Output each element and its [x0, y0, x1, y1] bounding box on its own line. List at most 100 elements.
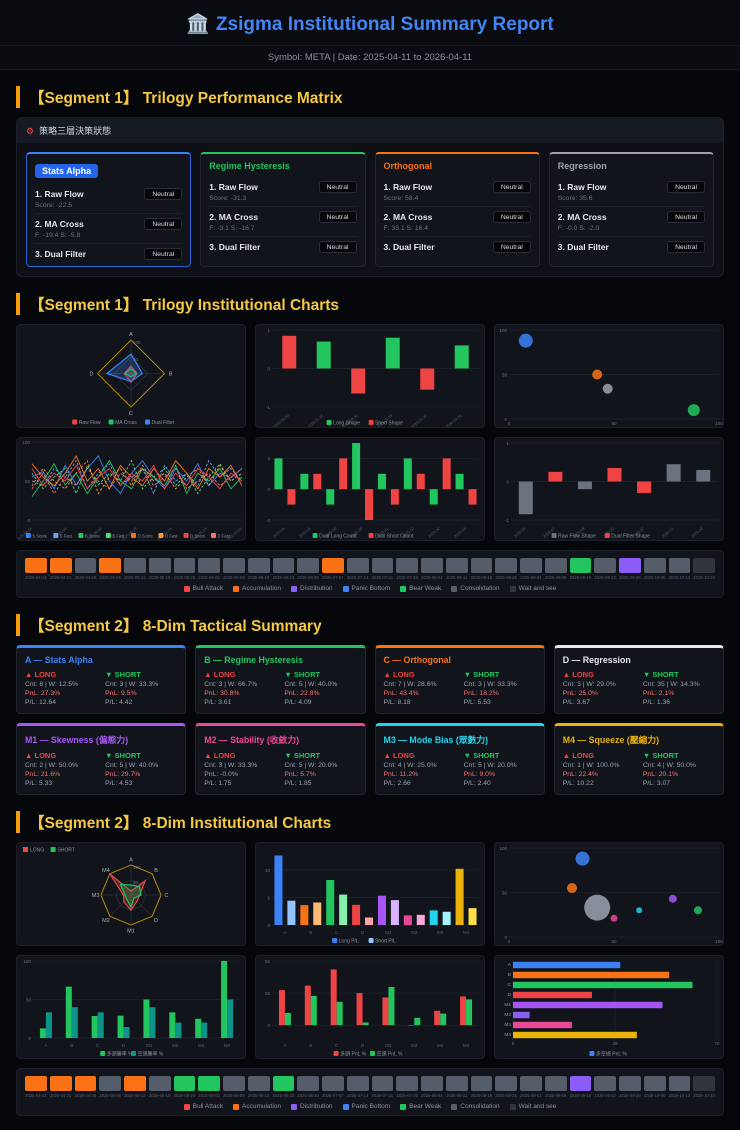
svg-text:Raw Flow Shape: Raw Flow Shape — [558, 533, 596, 539]
regime-cell-date: 2025-06-02 — [198, 1093, 220, 1098]
regime-cell-box — [124, 558, 146, 573]
chart-dim-pl-bars: 0 5 10 A B C D M1 M2 M3 M4 Long P/L Short P/L — [255, 842, 485, 946]
svg-text:M1: M1 — [127, 928, 135, 934]
svg-text:0: 0 — [267, 487, 270, 492]
pnl-value: PnL: 18.2% — [463, 690, 499, 697]
svg-text:2: 2 — [267, 456, 270, 461]
svg-text:35: 35 — [612, 1041, 618, 1046]
pl-ratio: P/L: 4.53 — [105, 780, 133, 787]
count-winrate: Cnt: 4 | W: 50.0% — [642, 762, 696, 769]
regime-cell-date: 2025-07-14 — [346, 1093, 369, 1098]
svg-text:Dual Long Count: Dual Long Count — [319, 533, 357, 539]
heatstrip-cell: 2025-05-26 — [173, 558, 196, 580]
count-winrate: Cnt: 3 | W: 33.3% — [105, 681, 159, 688]
regime-cell-box — [198, 558, 220, 573]
regime-cell-box — [520, 558, 542, 573]
svg-text:多空總 PnL %: 多空總 PnL % — [596, 1050, 627, 1057]
pl-ratio: P/L: 3.61 — [204, 699, 232, 706]
svg-text:A: A — [129, 858, 133, 864]
heatstrip-cells: 2025-04-14 2025-04-21 2025-04-28 2025-05-05… — [25, 558, 715, 580]
count-winrate: Cnt: 5 | W: 40.0% — [284, 681, 338, 688]
svg-text:C: C — [96, 1043, 100, 1048]
pnl-value: PnL: 21.6% — [25, 771, 61, 778]
heatstrip-cell: 2025-06-23 — [272, 1076, 295, 1098]
svg-text:Dual Filter: Dual Filter — [152, 420, 175, 426]
heatstrip-cell: 2025-07-14 — [346, 1076, 369, 1098]
svg-text:B: B — [309, 1043, 312, 1048]
heatstrip-cell: 2025-09-22 — [594, 1076, 616, 1098]
long-label: ▲ LONG — [383, 670, 415, 679]
regime-cell-box — [693, 558, 715, 573]
layer-label: 3. Dual Filter — [35, 249, 87, 259]
svg-text:Short Shape: Short Shape — [375, 420, 403, 426]
heatstrip-cell: 2025-04-21 — [49, 1076, 72, 1098]
heatstrip-cell: 2025-06-30 — [297, 1076, 319, 1098]
tactical-card-7: M3 — Mode Bias (眾數力) ▲ LONG Cnt: 4 | W: 25… — [374, 723, 545, 795]
regime-cell-box — [371, 1076, 394, 1091]
svg-text:2026-02: 2026-02 — [428, 527, 441, 539]
regime-cell-date: 2025-07-21 — [371, 575, 394, 580]
svg-text:0: 0 — [267, 1023, 270, 1028]
regime-cell-box — [594, 1076, 616, 1091]
regime-cell-date: 2025-05-05 — [99, 575, 121, 580]
legend-swatch — [183, 1103, 190, 1110]
svg-text:0: 0 — [27, 518, 30, 523]
svg-text:M1: M1 — [504, 1002, 511, 1008]
matrix-card-2: Regime Hysteresis 1. Raw Flow Neutral Score… — [200, 152, 366, 267]
svg-text:2026-03: 2026-03 — [691, 527, 704, 539]
heatstrip-cell: 2025-08-18 — [470, 1076, 493, 1098]
status-badge: Neutral — [318, 211, 357, 223]
svg-text:B: B — [154, 868, 158, 874]
layer-label: 1. Raw Flow — [383, 182, 433, 192]
section-heading-tactical-summary: 【Segment 2】 8-Dim Tactical Summary — [16, 614, 724, 636]
layer-label: 1. Raw Flow — [557, 182, 607, 192]
heatstrip-cell: 2025-08-11 — [445, 1076, 468, 1098]
matrix-layer-row-top: 3. Dual Filter Neutral — [35, 248, 183, 260]
pnl-value: PnL: -0.0% — [204, 771, 238, 778]
long-label: ▲ LONG — [25, 670, 57, 679]
svg-text:C: C — [508, 982, 512, 988]
svg-text:50: 50 — [611, 421, 617, 426]
regime-cell-box — [594, 558, 616, 573]
matrix-layer-row-top: 3. Dual Filter Neutral — [384, 241, 531, 253]
regime-cell-date: 2025-10-06 — [643, 575, 666, 580]
svg-text:D: D — [508, 992, 512, 998]
pl-ratio: P/L: 10.22 — [562, 780, 594, 787]
regime-cell-date: 2025-08-18 — [470, 1093, 493, 1098]
layer-score: Score: -22.5 — [35, 202, 73, 209]
svg-text:空頭 PnL %: 空頭 PnL % — [377, 1050, 403, 1057]
regime-cell-date: 2025-08-25 — [495, 1093, 517, 1098]
long-label: ▲ LONG — [25, 751, 57, 760]
long-stats: ▲ LONG Cnt: 7 | W: 28.6% PnL: 43.4% P/L: 8.… — [384, 670, 456, 706]
regime-cell-date: 2025-08-18 — [470, 575, 493, 580]
matrix-card-title: Regime Hysteresis — [209, 161, 290, 171]
svg-text:空頭勝率 %: 空頭勝率 % — [138, 1050, 164, 1057]
matrix-panel: ⚙ 策略三層決策狀態 Stats Alpha 1. Raw Flow Neutral S… — [16, 117, 724, 277]
short-label: ▼ SHORT — [284, 670, 321, 679]
regime-cell-box — [99, 558, 121, 573]
legend-item: Panic Bottom — [342, 585, 390, 592]
matrix-layer-row: 1. Raw Flow Neutral Score: -31.3 — [209, 177, 357, 207]
matrix-layer-row: 2. MA Cross Neutral F: -3.1 S: -16.7 — [209, 207, 357, 237]
svg-text:M3: M3 — [198, 1043, 205, 1048]
heatstrip-cell: 2025-09-01 — [520, 1076, 542, 1098]
svg-text:D Fast: D Fast — [218, 533, 231, 538]
regime-cell-date: 2025-07-28 — [396, 1093, 418, 1098]
svg-text:2025-06: 2025-06 — [298, 527, 311, 539]
legend-swatch — [291, 585, 298, 592]
svg-text:50: 50 — [26, 997, 32, 1002]
regime-cell-box — [198, 1076, 220, 1091]
heatstrip-cell: 2025-06-02 — [198, 1076, 220, 1098]
tactical-card-1: A — Stats Alpha ▲ LONG Cnt: 8 | W: 12.5% Pn… — [16, 645, 187, 714]
svg-text:D: D — [154, 918, 158, 924]
status-badge: Neutral — [667, 241, 705, 253]
svg-text:0: 0 — [504, 935, 507, 940]
svg-text:B Score: B Score — [85, 533, 101, 538]
pnl-value: PnL: 20.1% — [642, 771, 679, 778]
pl-ratio: P/L: 4.42 — [105, 699, 133, 706]
matrix-layer-row: 3. Dual Filter Neutral — [209, 237, 357, 255]
svg-text:25: 25 — [265, 991, 271, 996]
regime-cell-date: 2025-05-26 — [173, 575, 196, 580]
matrix-layer-row-top: 1. Raw Flow Neutral — [35, 188, 183, 200]
